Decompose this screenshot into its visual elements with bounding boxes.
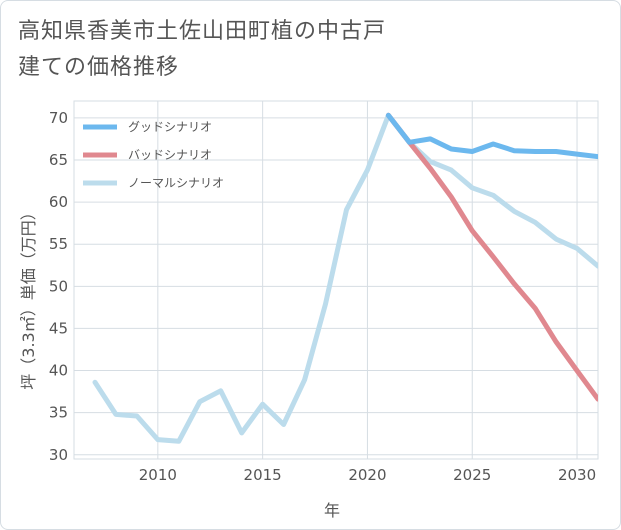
legend-label-2: ノーマルシナリオ <box>128 176 224 190</box>
series-line-2 <box>92 112 598 444</box>
y-tick-label: 45 <box>49 319 68 337</box>
y-tick-label: 55 <box>49 235 68 253</box>
x-tick-label: 2020 <box>348 466 386 484</box>
x-tick-label: 2015 <box>244 466 282 484</box>
plot-frame <box>73 100 599 460</box>
x-tick-label: 2030 <box>558 466 596 484</box>
y-axis-label: 坪（3.3㎡）単価（万円） <box>19 204 38 389</box>
axis-ticks: 2010 2015 2020 2025 2030 30 35 40 45 50 55 60 65 70 <box>49 109 596 484</box>
x-axis-label: 年 <box>324 501 340 520</box>
grid <box>73 100 599 460</box>
y-tick-label: 70 <box>49 109 68 127</box>
legend-label-0: グッドシナリオ <box>128 120 212 134</box>
series-lines <box>92 112 598 444</box>
x-tick-label: 2025 <box>453 466 491 484</box>
y-tick-label: 35 <box>49 404 68 422</box>
y-tick-label: 60 <box>49 193 68 211</box>
y-tick-label: 65 <box>49 151 68 169</box>
series-line-1 <box>385 112 598 402</box>
x-tick-label: 2010 <box>139 466 177 484</box>
y-tick-label: 50 <box>49 277 68 295</box>
series-line-0 <box>385 112 598 160</box>
y-tick-label: 40 <box>49 362 68 380</box>
chart-title: 高知県香美市土佐山田町植の中古戸 建ての価格推移 <box>18 19 387 80</box>
legend-label-1: バッドシナリオ <box>128 148 212 162</box>
y-tick-label: 30 <box>49 446 68 464</box>
